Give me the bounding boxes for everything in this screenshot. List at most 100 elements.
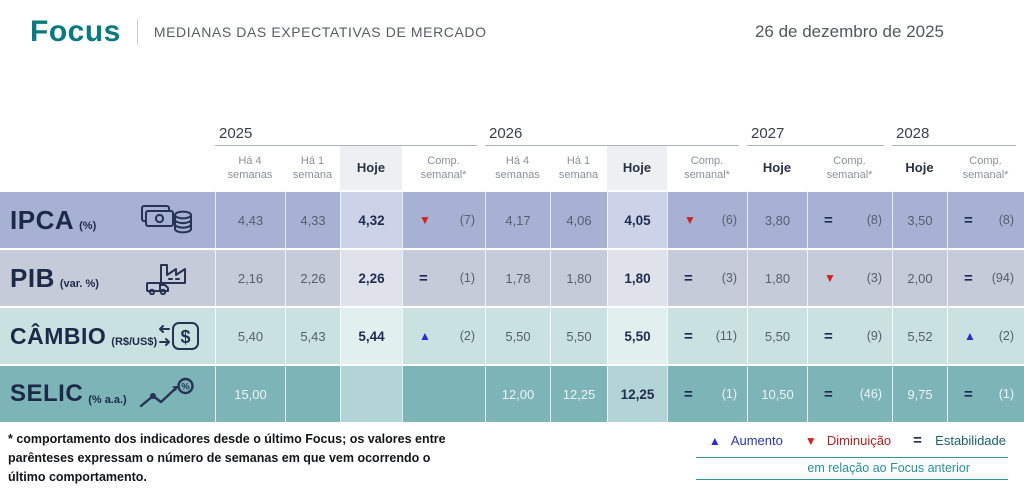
cell-value-hoje: 1,80: [607, 248, 667, 306]
report-date: 26 de dezembro de 2025: [754, 22, 944, 41]
cell-value: 5,52: [892, 306, 947, 364]
cell-value: 10,50: [747, 364, 807, 422]
trend-icon: =: [964, 269, 973, 287]
cell-value: 4,33: [285, 190, 340, 248]
cell-value: 1,80: [550, 248, 607, 306]
weeks-count: (11): [715, 329, 737, 343]
col-header-comp-2026: Comp. semanal*: [684, 154, 730, 181]
report-header: Focus MEDIANAS DAS EXPECTATIVAS DE MERCA…: [0, 0, 1024, 50]
cell-value: 15,00: [215, 364, 285, 422]
report-subtitle: MEDIANAS DAS EXPECTATIVAS DE MERCADO: [153, 24, 487, 40]
col-header-hoje-2025: Hoje: [340, 146, 402, 190]
cell-value: 1,78: [485, 248, 550, 306]
indicator-name: IPCA: [10, 204, 75, 235]
col-header-comp-2025: Comp. semanal*: [420, 154, 467, 181]
cell-value: 5,43: [285, 306, 340, 364]
weeks-count: (2): [459, 329, 475, 343]
cell-value: 2,00: [892, 248, 947, 306]
row-label-ipca: IPCA (%): [0, 190, 215, 248]
expectations-table: 2025 2026 2027 2028 Há 4 semanas Há 1 se…: [0, 120, 1024, 422]
cell-value: 5,50: [550, 306, 607, 364]
cell-value: 4,17: [485, 190, 550, 248]
cell-value-hoje: 4,05: [607, 190, 667, 248]
cell-comp: [402, 364, 485, 422]
col-header-w1-2025: Há 1 semana: [292, 154, 333, 181]
legend-down: ▼ Diminuição: [805, 433, 891, 448]
weeks-count: (7): [459, 213, 475, 227]
trend-icon: ▲: [964, 329, 976, 343]
legend-divider-top: [696, 457, 1008, 458]
cell-value: 5,50: [747, 306, 807, 364]
legend-divider-bottom: [696, 479, 1008, 480]
cell-comp: = (94): [947, 248, 1024, 306]
equals-icon: =: [913, 432, 922, 449]
year-2027: 2027: [747, 120, 884, 146]
cell-value: 2,16: [215, 248, 285, 306]
interest-rate-icon: %: [139, 377, 194, 408]
col-header-w1-2026: Há 1 semana: [558, 154, 599, 181]
cell-value: 5,40: [215, 306, 285, 364]
cell-value-hoje: 5,50: [607, 306, 667, 364]
row-label-pib: PIB (var. %): [0, 248, 215, 306]
indicator-name: PIB: [10, 262, 55, 293]
cell-value-hoje: 12,25: [607, 364, 667, 422]
cell-value: 3,50: [892, 190, 947, 248]
header-divider: [136, 19, 138, 45]
cell-value-hoje: 2,26: [340, 248, 402, 306]
trend-icon: =: [684, 327, 693, 345]
cell-value: 2,26: [285, 248, 340, 306]
factory-icon: [146, 264, 186, 295]
year-2028: 2028: [892, 120, 1016, 146]
trend-icon: =: [964, 385, 973, 403]
col-header-w4-2026: Há 4 semanas: [495, 154, 540, 181]
cell-value: 9,75: [892, 364, 947, 422]
cell-value: 12,00: [485, 364, 550, 422]
brand-logo: Focus: [30, 15, 121, 48]
trend-icon: =: [684, 385, 693, 403]
cell-comp: ▼ (6): [667, 190, 747, 248]
weeks-count: (8): [998, 213, 1014, 227]
indicator-unit: (var. %): [59, 277, 99, 290]
cell-comp: ▼ (7): [402, 190, 485, 248]
cell-comp: ▲ (2): [947, 306, 1024, 364]
cell-value: 12,25: [550, 364, 607, 422]
indicator-name: SELIC: [10, 380, 84, 407]
trend-icon: ▼: [419, 213, 431, 227]
trend-icon: =: [824, 385, 833, 403]
col-header-hoje-2026: Hoje: [607, 146, 667, 190]
indicator-unit: (R$/US$): [111, 335, 158, 348]
up-triangle-icon: ▲: [708, 433, 721, 448]
trend-icon: =: [824, 211, 833, 229]
down-triangle-icon: ▼: [804, 433, 817, 448]
weeks-count: (1): [998, 387, 1014, 401]
weeks-count: (1): [459, 271, 475, 285]
cell-comp: = (1): [667, 364, 747, 422]
cell-comp: = (9): [807, 306, 892, 364]
cell-comp: = (1): [947, 364, 1024, 422]
cell-comp: = (8): [947, 190, 1024, 248]
col-header-comp-2028: Comp. semanal*: [962, 154, 1009, 181]
indicator-unit: (%): [79, 219, 97, 232]
weeks-count: (1): [721, 387, 737, 401]
weeks-count: (46): [859, 387, 882, 401]
trend-icon: ▲: [419, 329, 431, 343]
cell-comp: = (8): [807, 190, 892, 248]
legend: ▲ Aumento ▼ Diminuição = Estabilidade em…: [696, 430, 1008, 480]
trend-icon: =: [824, 327, 833, 345]
indicator-name: CÂMBIO: [10, 322, 107, 349]
svg-text:$: $: [181, 327, 191, 347]
trend-icon: =: [684, 269, 693, 287]
svg-text:%: %: [181, 382, 190, 393]
legend-down-label: Diminuição: [826, 433, 892, 448]
year-2026: 2026: [485, 120, 739, 146]
cell-value-hoje: [340, 364, 402, 422]
weeks-count: (2): [998, 329, 1014, 343]
legend-items: ▲ Aumento ▼ Diminuição = Estabilidade: [696, 430, 1008, 457]
cell-value: [285, 364, 340, 422]
legend-stable-label: Estabilidade: [935, 433, 1006, 448]
trend-icon: =: [419, 269, 428, 287]
col-header-comp-2027: Comp. semanal*: [826, 154, 873, 181]
cell-value: 4,43: [215, 190, 285, 248]
col-header-hoje-2028: Hoje: [905, 159, 934, 175]
weeks-count: (8): [866, 213, 882, 227]
